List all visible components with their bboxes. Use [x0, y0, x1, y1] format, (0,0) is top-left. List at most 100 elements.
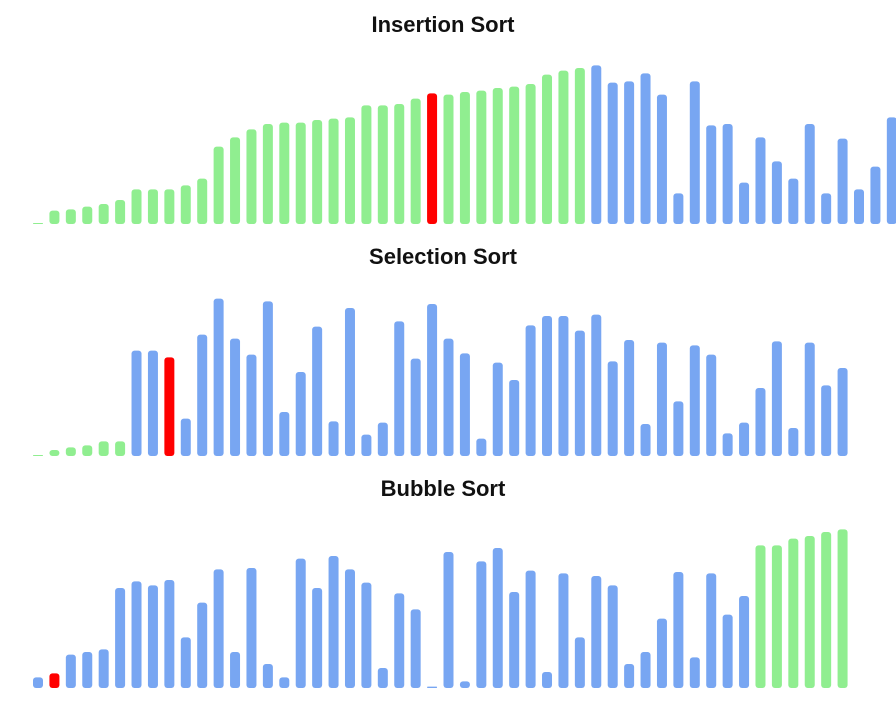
bar — [476, 438, 487, 456]
bar — [180, 418, 191, 456]
bar — [147, 189, 158, 224]
bar — [443, 94, 454, 224]
bar — [525, 325, 536, 456]
bar — [328, 556, 339, 688]
bar — [312, 326, 323, 456]
bar — [656, 618, 667, 688]
bar — [295, 372, 306, 456]
bar — [410, 609, 421, 688]
bar — [361, 434, 372, 456]
bar — [788, 538, 799, 688]
bar — [147, 585, 158, 688]
bar — [279, 677, 290, 688]
bar — [706, 573, 717, 688]
bar — [854, 189, 864, 224]
bar — [410, 358, 421, 456]
bar — [837, 138, 848, 224]
bar — [624, 340, 635, 456]
bar — [509, 592, 520, 688]
bar — [558, 316, 569, 456]
bar — [33, 455, 43, 456]
bar — [246, 568, 257, 688]
bar — [344, 308, 355, 456]
bar — [361, 105, 372, 224]
bar — [640, 652, 651, 688]
bar — [788, 428, 799, 456]
bar — [230, 652, 241, 688]
bar — [837, 368, 848, 456]
bar — [492, 88, 503, 224]
bar — [377, 422, 388, 456]
bar — [722, 124, 733, 224]
bar — [591, 576, 602, 688]
bar — [394, 104, 405, 224]
bar — [262, 124, 273, 224]
bar — [558, 70, 569, 224]
bar — [689, 81, 700, 224]
bar — [542, 74, 553, 224]
bar — [771, 341, 782, 456]
bar — [361, 582, 372, 688]
bar — [33, 223, 43, 224]
bar — [476, 561, 487, 688]
bar — [82, 206, 93, 224]
bar — [131, 189, 142, 224]
bar — [377, 668, 388, 688]
bar — [607, 82, 618, 224]
bar — [689, 345, 700, 456]
bar — [394, 321, 405, 456]
bar — [147, 350, 158, 456]
bar — [821, 385, 832, 456]
bar — [673, 572, 684, 688]
bar — [837, 529, 848, 688]
bar — [33, 677, 43, 688]
bar — [131, 581, 142, 688]
bar — [607, 585, 618, 688]
bar — [377, 105, 388, 224]
bar — [739, 596, 750, 688]
bar — [213, 298, 224, 456]
bar — [574, 637, 585, 688]
bar — [65, 209, 76, 224]
bar — [427, 686, 438, 688]
bar — [427, 93, 438, 224]
bar — [558, 573, 569, 688]
bar — [279, 412, 290, 456]
bar — [131, 350, 142, 456]
bar — [771, 161, 782, 224]
bar — [443, 552, 454, 688]
bar — [607, 361, 618, 456]
bar — [279, 122, 290, 224]
bar — [246, 129, 257, 224]
selection-sort-bars — [33, 298, 848, 456]
bar — [312, 120, 323, 224]
bar — [180, 637, 191, 688]
bar — [525, 570, 536, 688]
bar — [82, 652, 93, 688]
bar — [804, 536, 815, 688]
bar — [443, 338, 454, 456]
bar — [65, 654, 76, 688]
bar — [706, 125, 717, 224]
bar — [492, 548, 503, 688]
bubble-sort-bars — [33, 529, 848, 688]
bar — [197, 602, 208, 688]
bar — [246, 354, 257, 456]
bar — [213, 146, 224, 224]
bar — [344, 569, 355, 688]
bar — [164, 357, 175, 456]
bar — [722, 433, 733, 456]
bar — [49, 450, 60, 456]
bar — [689, 657, 700, 688]
bar — [574, 330, 585, 456]
bar — [213, 569, 224, 688]
bar — [804, 124, 815, 224]
bar — [82, 445, 93, 456]
bar — [312, 588, 323, 688]
bar — [804, 342, 815, 456]
chart-title: Bubble Sort — [380, 476, 506, 501]
bar — [344, 117, 355, 224]
bar — [98, 649, 109, 688]
bar — [492, 362, 503, 456]
bar — [164, 189, 175, 224]
